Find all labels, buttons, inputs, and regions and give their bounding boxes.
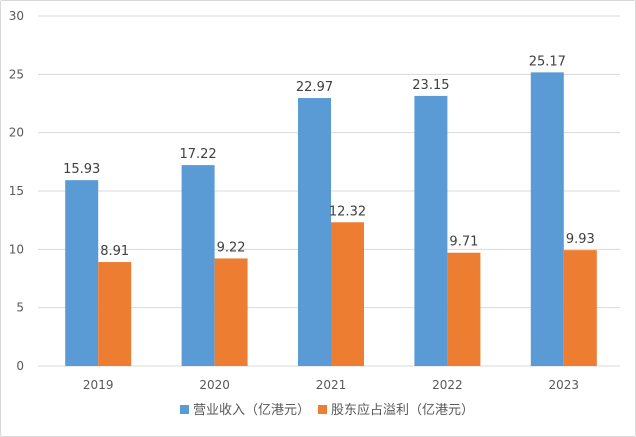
data-label-series-1-2021: 22.97 (296, 80, 333, 95)
legend-swatch-series-1 (180, 405, 189, 414)
y-tick-label: 20 (9, 126, 24, 140)
bar-series-1-2020 (181, 165, 215, 366)
x-tick-label: 2020 (199, 378, 230, 392)
y-tick-label: 10 (9, 242, 24, 256)
bar-series-2-2023 (563, 250, 597, 366)
data-label-series-1-2022: 23.15 (412, 78, 449, 93)
bar-series-1-2019 (65, 180, 99, 366)
bar-series-1-2022 (414, 95, 448, 367)
data-label-series-2-2023: 9.93 (566, 232, 595, 247)
x-tick-label: 2019 (83, 378, 114, 392)
data-label-series-2-2022: 9.71 (449, 235, 478, 250)
y-tick-label: 0 (16, 359, 24, 373)
data-label-series-1-2019: 15.93 (63, 162, 100, 177)
y-axis: 0 5 10 15 20 25 30 (9, 9, 24, 373)
data-label-series-1-2020: 17.22 (179, 147, 216, 162)
x-tick-label: 2021 (316, 378, 347, 392)
data-label-series-2-2020: 9.22 (217, 240, 246, 255)
y-tick-label: 5 (16, 301, 24, 315)
x-tick-label: 2023 (549, 378, 580, 392)
bar-series-2-2019 (98, 262, 132, 366)
data-label-series-2-2021: 12.32 (329, 204, 366, 219)
legend-label-series-2: 股东应占溢利（亿港元） (331, 402, 474, 418)
x-axis: 2019 2020 2021 2022 2023 (83, 378, 579, 392)
bars (65, 72, 597, 367)
bar-series-2-2020 (214, 258, 248, 366)
y-tick-label: 25 (9, 67, 24, 81)
data-label-series-2-2019: 8.91 (100, 244, 129, 259)
bar-series-2-2022 (447, 252, 481, 366)
legend: 营业收入（亿港元） 股东应占溢利（亿港元） (180, 402, 474, 418)
y-tick-label: 30 (9, 9, 24, 23)
legend-swatch-series-2 (318, 405, 327, 414)
data-label-series-1-2023: 25.17 (529, 54, 566, 69)
bar-series-2-2021 (331, 222, 364, 366)
bar-series-1-2023 (530, 72, 564, 366)
y-tick-label: 15 (9, 184, 24, 198)
x-tick-label: 2022 (432, 378, 463, 392)
bar-series-1-2021 (298, 98, 331, 367)
data-labels: 15.93 8.91 17.22 9.22 22.97 12.32 23.15 9.71 25.… (63, 54, 595, 259)
legend-label-series-1: 营业收入（亿港元） (193, 403, 310, 418)
